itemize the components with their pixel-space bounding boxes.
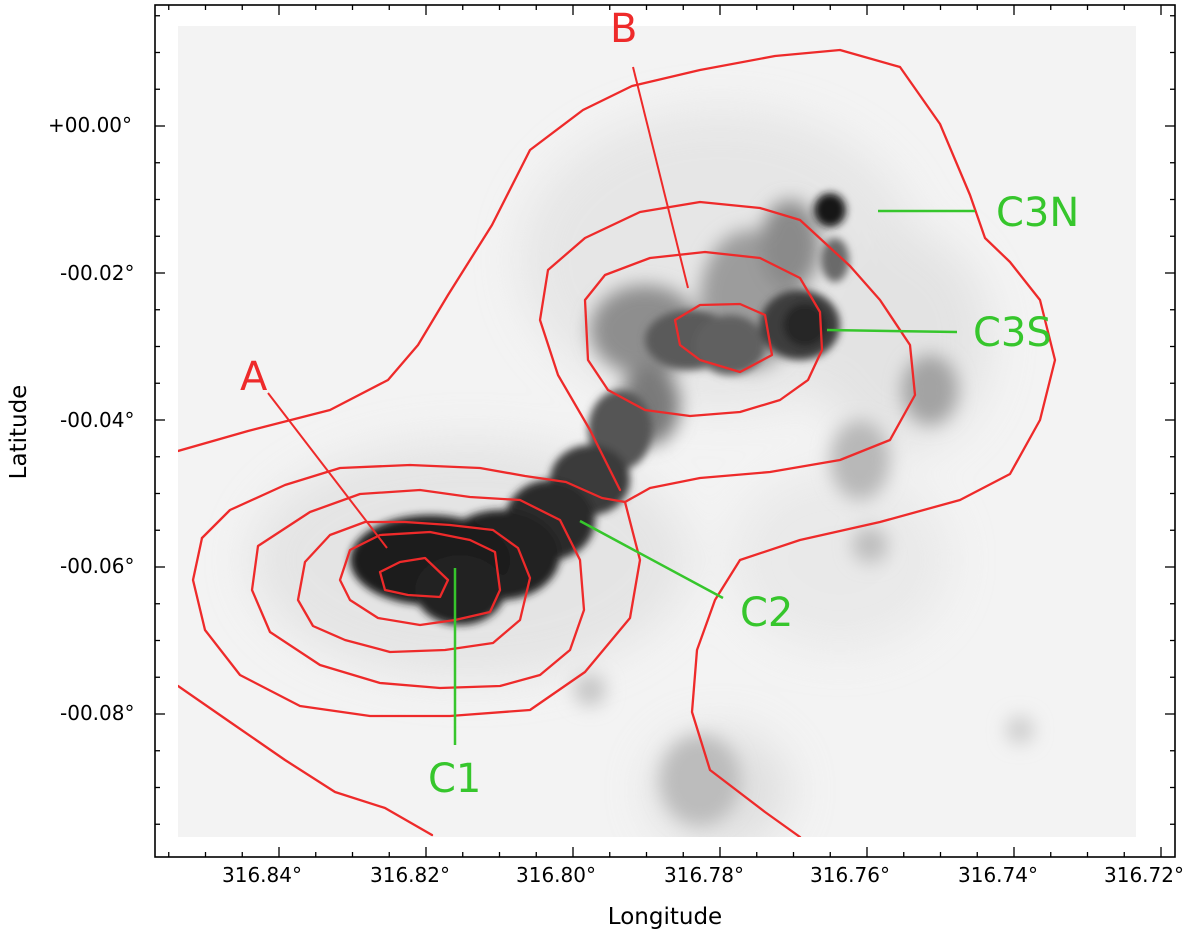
x-tick-label: 316.72° bbox=[1104, 863, 1184, 887]
label-C2: C2 bbox=[740, 590, 793, 636]
contour-level-3b bbox=[583, 250, 824, 418]
label-C1: C1 bbox=[428, 756, 481, 802]
x-axis-title: Longitude bbox=[608, 904, 722, 930]
grayscale-image bbox=[178, 26, 1136, 837]
x-tick-label: 316.74° bbox=[958, 863, 1038, 887]
x-tick-label: 316.80° bbox=[516, 863, 596, 887]
axis-ticks bbox=[155, 5, 1175, 857]
x-tick-labels: 316.84° 316.82° 316.80° 316.78° 316.76° … bbox=[222, 863, 1184, 887]
label-A: A bbox=[240, 354, 268, 400]
contour-level-1 bbox=[178, 48, 1057, 837]
y-tick-label: -00.02° bbox=[60, 261, 134, 285]
x-tick-label: 316.84° bbox=[222, 863, 302, 887]
contours bbox=[178, 48, 1057, 837]
x-tick-label: 316.82° bbox=[370, 863, 450, 887]
label-C3S: C3S bbox=[973, 310, 1052, 356]
label-C3N: C3N bbox=[996, 190, 1079, 236]
contour-level-2 bbox=[200, 200, 917, 540]
annotation-labels: A B C1 C2 C3N C3S bbox=[240, 6, 1079, 802]
leader-B bbox=[632, 66, 689, 289]
y-tick-label: -00.08° bbox=[60, 701, 134, 725]
leader-lines bbox=[267, 66, 975, 745]
contour-level-2-loop bbox=[191, 500, 642, 718]
x-tick-label: 316.78° bbox=[664, 863, 744, 887]
contour-level-6 bbox=[378, 556, 450, 599]
contour-level-4b bbox=[673, 302, 774, 374]
y-tick-label: -00.06° bbox=[60, 554, 134, 578]
y-tick-label: -00.04° bbox=[60, 408, 134, 432]
label-B: B bbox=[610, 6, 637, 52]
y-tick-label: +00.00° bbox=[48, 113, 132, 137]
contour-level-3 bbox=[250, 488, 586, 690]
leader-C3S bbox=[826, 328, 958, 334]
contour-level-5 bbox=[338, 530, 502, 627]
y-tick-labels: +00.00° -00.02° -00.04° -00.06° -00.08° bbox=[48, 113, 134, 725]
contour-level-4 bbox=[296, 520, 532, 654]
y-axis-title: Latitude bbox=[6, 385, 32, 480]
contour-level-1b bbox=[178, 684, 434, 837]
leader-A bbox=[267, 392, 388, 549]
x-tick-label: 316.76° bbox=[810, 863, 890, 887]
leader-C2 bbox=[579, 519, 724, 600]
